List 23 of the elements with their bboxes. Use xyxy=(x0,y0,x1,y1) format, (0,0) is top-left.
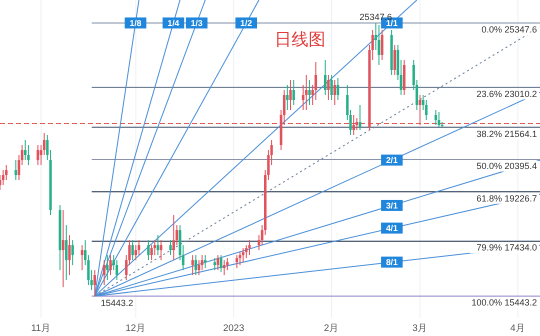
x-tick-label: 4月 xyxy=(510,323,526,334)
ref-line-label: 23.6% 23010.2 xyxy=(476,88,537,99)
text: 日线图 xyxy=(274,30,326,49)
ref-line-label: 100.0% 15443.2 xyxy=(471,298,537,308)
series-label: 1/2 xyxy=(240,18,252,28)
series-label: 1/8 xyxy=(130,18,142,28)
series-label: 8/1 xyxy=(386,257,398,268)
annotation: 15443.2 xyxy=(100,298,134,308)
series-label: 2/1 xyxy=(386,155,398,166)
x-tick-label: 11月 xyxy=(31,323,51,334)
ref-line-label: 0.0% 25347.6 xyxy=(481,24,537,34)
series-label: 4/1 xyxy=(386,223,398,234)
ref-line-label: 61.8% 19226.7 xyxy=(476,193,537,204)
series-label: 1/4 xyxy=(167,18,180,28)
x-tick-label: 2月 xyxy=(324,323,340,334)
x-tick-label: 12月 xyxy=(126,323,146,334)
ref-line-label: 38.2% 21564.1 xyxy=(476,128,537,139)
ref-line-label: 79.9% 17434.0 xyxy=(476,242,537,253)
series-label: 3/1 xyxy=(386,200,398,210)
series-label: 1/3 xyxy=(190,18,203,28)
x-tick-label: 2023 xyxy=(223,323,244,334)
x-tick-label: 3月 xyxy=(412,323,428,334)
ref-line-label: 50.0% 20395.4 xyxy=(476,161,537,172)
